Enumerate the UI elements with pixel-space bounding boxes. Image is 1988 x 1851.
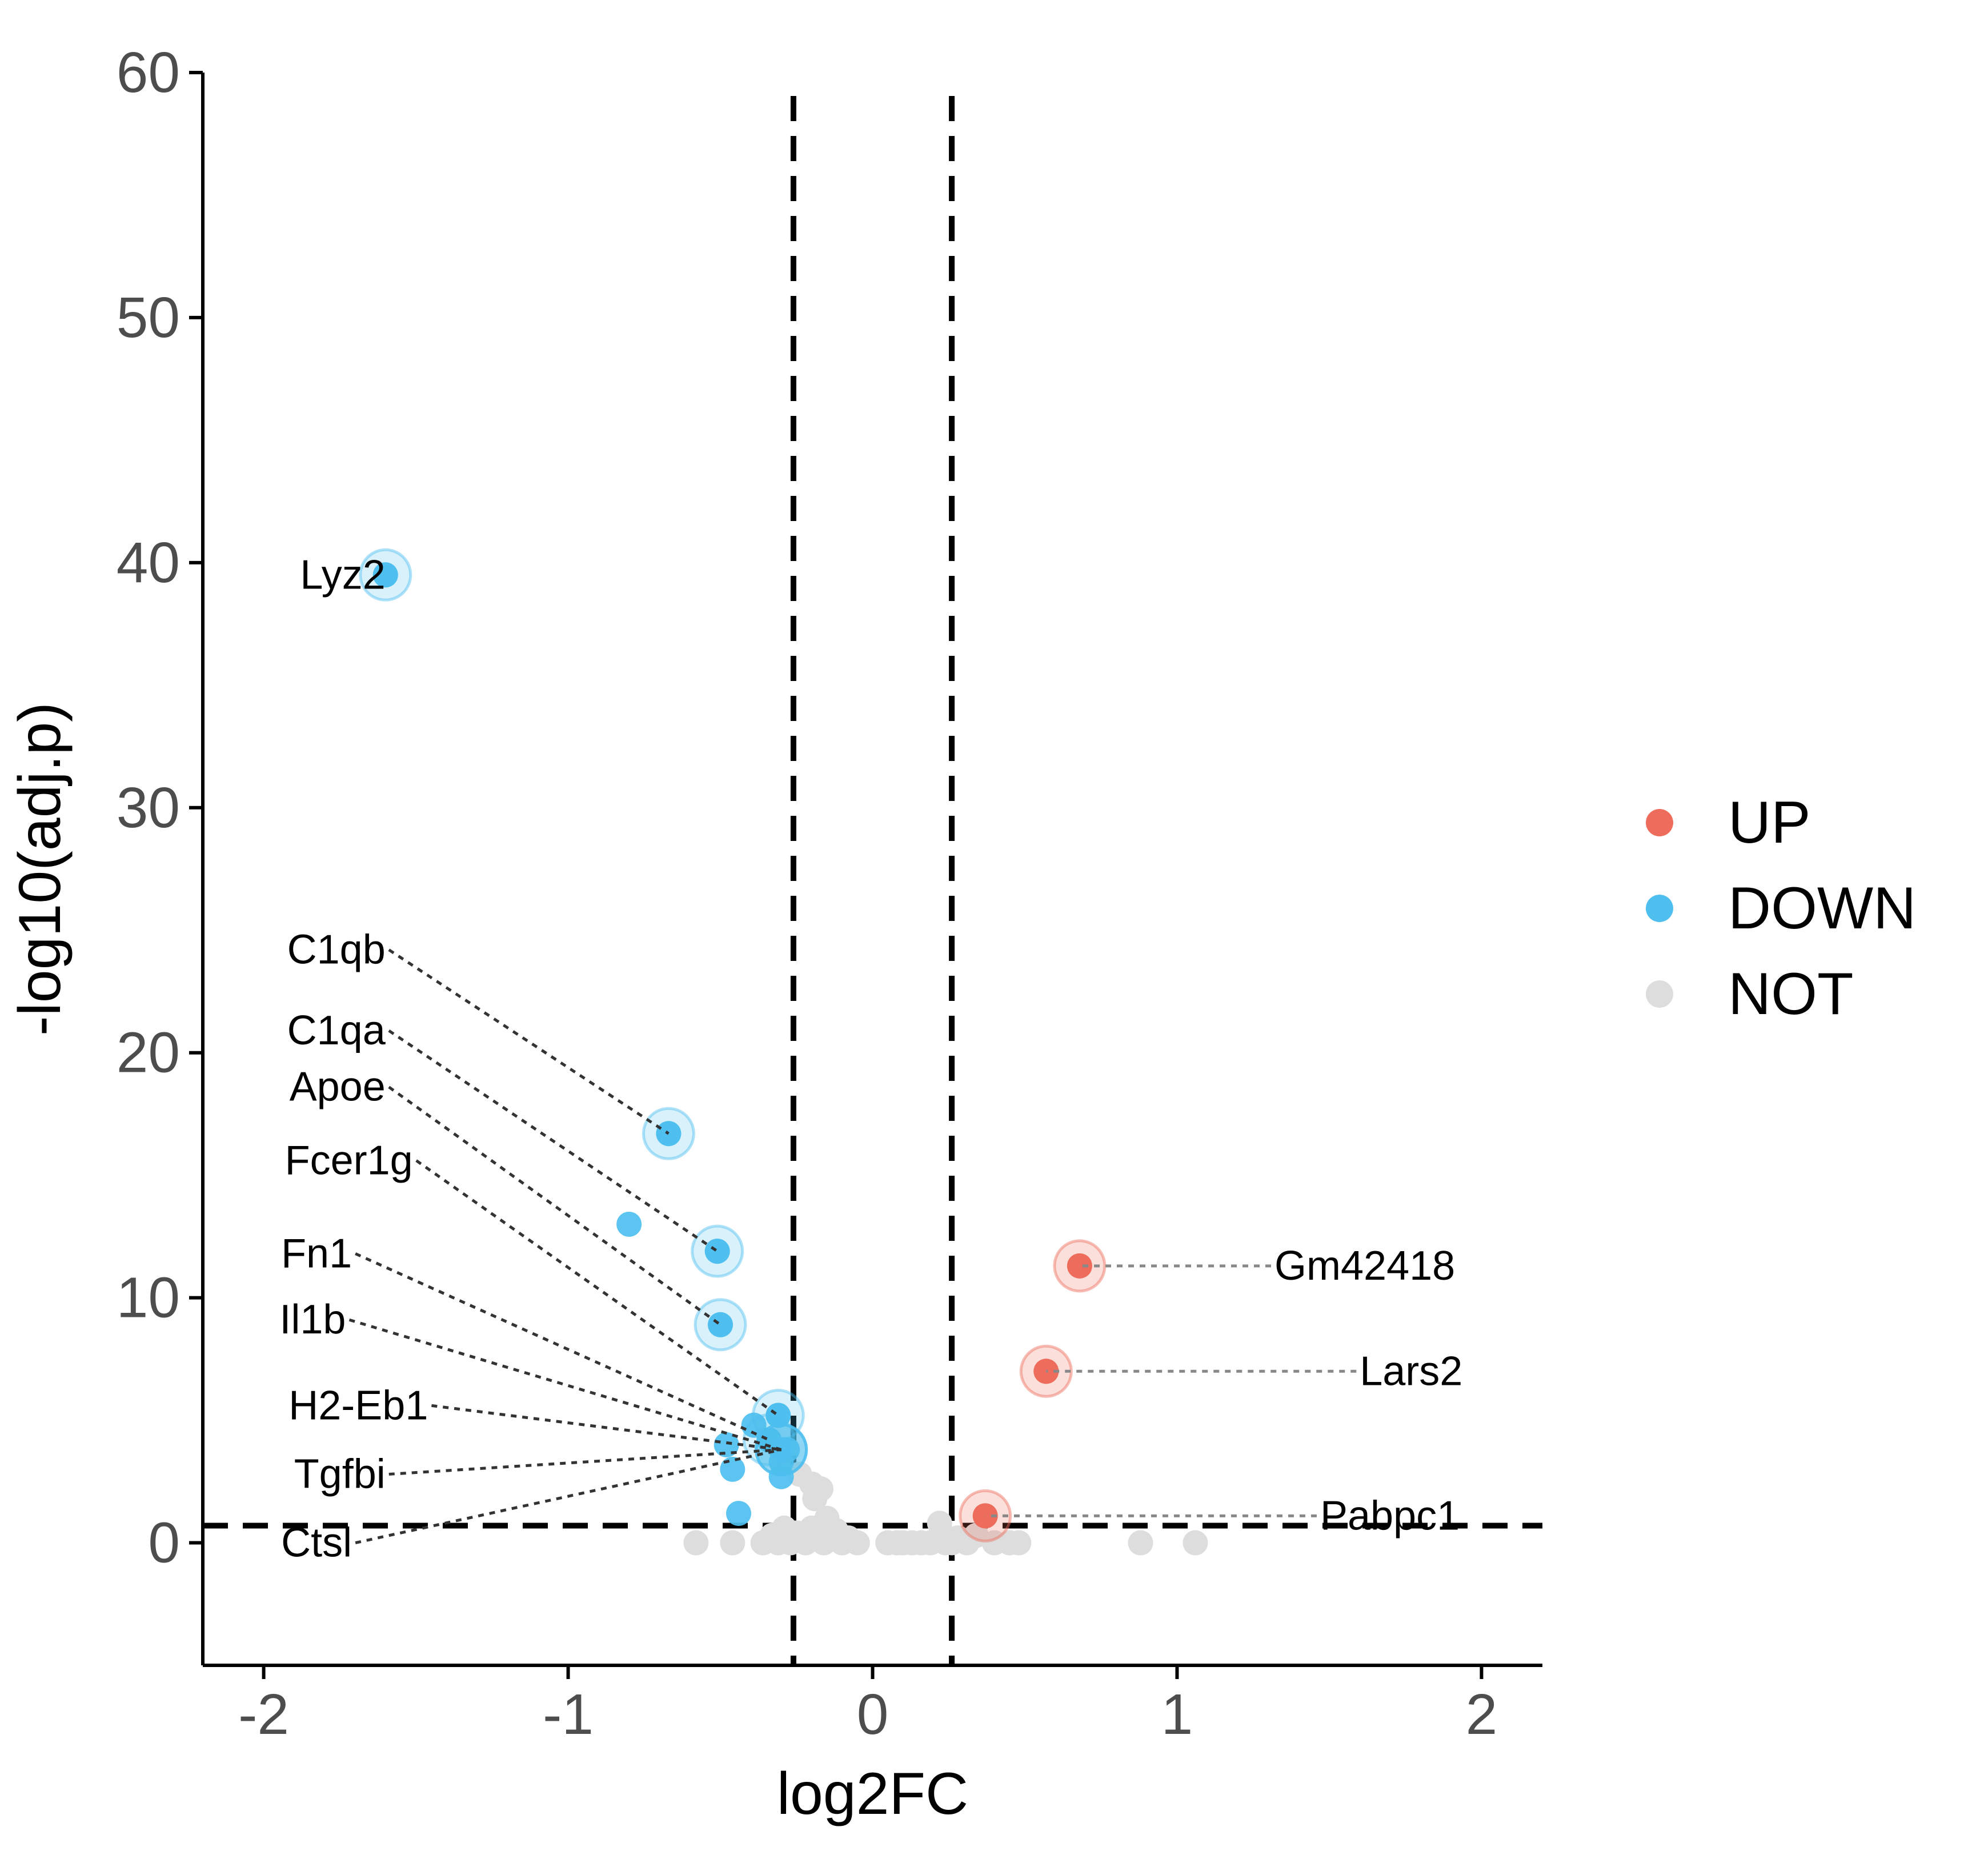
highlight-point-gm42418 [1067,1253,1092,1279]
gene-label-il1b: Il1b [279,1297,346,1343]
y-tick-label-2: 20 [117,1021,180,1085]
y-tick-label-5: 50 [117,286,180,350]
legend-key-not [1646,980,1673,1008]
point-down-2 [616,1211,642,1237]
y-tick-label-0: 0 [148,1511,180,1575]
point-down-9 [714,1432,739,1457]
legend-key-up [1646,809,1673,836]
gene-label-gm42418: Gm42418 [1274,1243,1455,1289]
leader-line-h2-eb1 [431,1404,781,1452]
point-not-27 [927,1511,952,1536]
gene-label-tgfbi: Tgfbi [294,1451,386,1497]
legend-label-not: NOT [1728,961,1854,1027]
legend-label-down: DOWN [1728,875,1916,941]
point-down-13 [726,1501,751,1527]
leader-line-ctsl [355,1448,782,1544]
gene-annotations: Lyz2 C1qb C1qa Apoe Fcer1g Fn1 Il1b H2-Eb1 Tgfbi… [279,548,1462,1566]
y-tick-label-1: 10 [117,1266,180,1330]
gene-label-c1qb: C1qb [287,927,386,973]
gene-label-pabpc1: Pabpc1 [1320,1493,1460,1539]
x-tick-label-3: 1 [1161,1682,1193,1746]
gene-label-ctsl: Ctsl [281,1520,352,1566]
point-not-35 [1006,1530,1032,1556]
y-tick-label-4: 40 [117,531,180,595]
gene-label-fcer1g: Fcer1g [285,1137,413,1183]
leader-line-c1qb [388,948,670,1135]
x-tick-label-0: -2 [238,1682,289,1746]
point-not-20 [844,1530,870,1556]
leader-line-tgfbi [388,1448,781,1476]
highlight-point-c1qa [704,1239,730,1264]
highlight-point-fcer1g [765,1403,791,1428]
legend: UP DOWN NOT [1646,790,1916,1027]
point-not-36 [1128,1530,1153,1556]
point-down-11 [720,1456,746,1482]
gene-label-fn1: Fn1 [281,1231,352,1276]
point-not-37 [1183,1530,1208,1556]
gene-label-lyz2: Lyz2 [300,552,385,598]
gene-label-c1qa: C1qa [287,1008,386,1053]
x-tick-label-4: 2 [1466,1682,1498,1746]
x-tick-label-2: 0 [857,1682,889,1746]
y-axis-title: -log10(adj.p) [7,702,73,1036]
leader-line-c1qa [388,1029,719,1253]
x-axis-title: log2FC [777,1761,968,1827]
legend-label-up: UP [1728,790,1810,856]
point-down-12 [768,1464,794,1489]
gene-label-h2-eb1: H2-Eb1 [288,1383,428,1428]
point-not-0 [683,1530,709,1556]
axes: 0 10 20 30 40 50 60 -2 -1 0 1 2 [117,41,1542,1746]
legend-key-down [1646,895,1673,922]
point-not-1 [720,1530,746,1556]
highlight-point-lyz2 [372,562,398,588]
leader-line-fcer1g [415,1159,779,1417]
threshold-lines [203,96,1542,1665]
highlight-point-apoe [708,1312,734,1337]
point-not-13 [808,1476,833,1502]
gene-label-lars2: Lars2 [1360,1348,1462,1394]
y-tick-label-6: 60 [117,41,180,105]
x-tick-label-1: -1 [543,1682,594,1746]
gene-label-apoe: Apoe [290,1064,386,1110]
y-tick-label-3: 30 [117,776,180,840]
leader-line-fn1 [355,1252,770,1441]
